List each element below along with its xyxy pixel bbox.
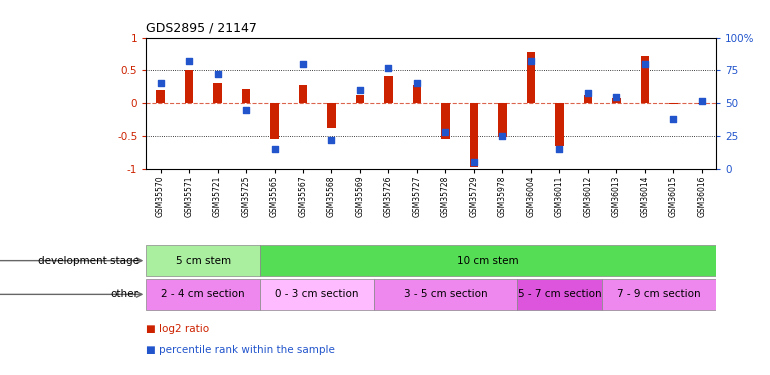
Point [325,137,337,143]
Point [639,61,651,67]
Point [439,129,451,135]
Bar [612,98,621,103]
Point [183,58,196,64]
Bar [213,84,222,103]
Text: ■ log2 ratio: ■ log2 ratio [146,324,209,334]
Text: other: other [111,290,139,299]
Bar [413,86,421,103]
Point [154,81,167,87]
Text: 10 cm stem: 10 cm stem [457,256,519,266]
Text: 2 - 4 cm section: 2 - 4 cm section [162,290,245,299]
Bar [270,103,279,139]
Bar [669,103,678,104]
Bar [527,52,535,103]
Point [354,87,367,93]
Bar [146,246,260,276]
Point [696,98,708,104]
Bar [299,85,307,103]
Bar [584,95,592,103]
Point [383,64,395,70]
Bar [260,279,374,310]
Text: 7 - 9 cm section: 7 - 9 cm section [618,290,701,299]
Point [211,71,224,77]
Point [496,133,508,139]
Text: 0 - 3 cm section: 0 - 3 cm section [276,290,359,299]
Point [468,159,480,165]
Bar [327,103,336,128]
Point [297,61,310,67]
Bar [260,246,716,276]
Text: 3 - 5 cm section: 3 - 5 cm section [403,290,487,299]
Point [525,58,537,64]
Text: ■ percentile rank within the sample: ■ percentile rank within the sample [146,345,335,355]
Point [268,146,280,152]
Point [553,146,565,152]
Bar [517,279,602,310]
Point [240,106,253,112]
Bar [441,103,450,139]
Bar [470,103,478,167]
Text: development stage: development stage [38,256,139,266]
Point [582,90,594,96]
Bar [498,103,507,137]
Bar [242,89,250,103]
Bar [698,103,706,104]
Bar [602,279,716,310]
Bar [374,279,517,310]
Text: 5 - 7 cm section: 5 - 7 cm section [517,290,601,299]
Bar [384,76,393,103]
Bar [146,279,260,310]
Bar [156,90,165,103]
Bar [185,70,193,103]
Point [411,81,424,87]
Point [667,116,680,122]
Bar [555,103,564,146]
Text: 5 cm stem: 5 cm stem [176,256,231,266]
Bar [356,95,364,103]
Point [610,94,622,100]
Text: GDS2895 / 21147: GDS2895 / 21147 [146,22,257,35]
Bar [641,56,649,103]
